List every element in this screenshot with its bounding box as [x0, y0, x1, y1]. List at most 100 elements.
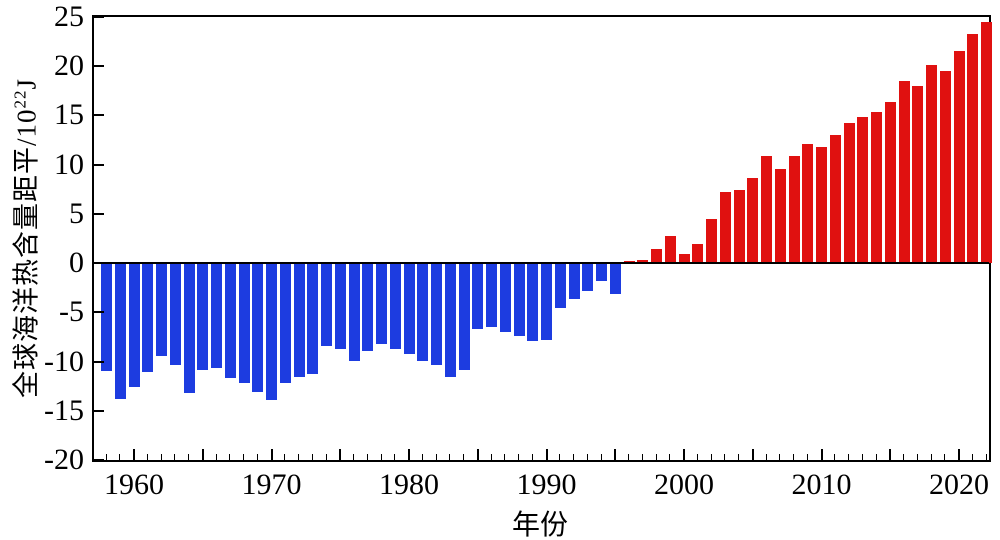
x-minor-tick-2008 — [793, 454, 794, 460]
x-minor-tick-2004 — [738, 454, 739, 460]
bar-1963 — [169, 263, 181, 365]
bar-2012 — [843, 123, 855, 264]
x-major-tick-1970 — [270, 449, 273, 460]
bar-2005 — [747, 178, 759, 264]
y-tick-20 — [94, 65, 104, 68]
x-minor-tick-1981 — [421, 454, 423, 460]
x-minor-tick-1971 — [284, 454, 286, 460]
bar-1988 — [513, 263, 525, 336]
bar-1964 — [183, 263, 195, 394]
bar-1967 — [224, 263, 236, 379]
x-minor-tick-1958 — [105, 454, 107, 460]
x-minor-tick-1977 — [366, 454, 368, 460]
bar-1962 — [156, 263, 167, 356]
y-tick-label--10: -10 — [44, 344, 84, 378]
bar-1982 — [431, 263, 442, 365]
x-major-tick-2000 — [683, 449, 685, 460]
bar-2014 — [871, 111, 882, 264]
y-tick-5 — [94, 212, 104, 215]
x-major-tick-2010 — [820, 449, 823, 460]
bar-1986 — [486, 263, 497, 328]
bar-2021 — [967, 33, 979, 264]
bar-2017 — [912, 85, 924, 264]
bar-1990 — [541, 263, 552, 340]
x-minor-tick-2009 — [806, 454, 808, 460]
x-minor-tick-1962 — [160, 454, 162, 460]
x-minor-tick-1986 — [490, 454, 492, 460]
y-tick--10 — [94, 360, 104, 363]
x-minor-tick-1992 — [573, 454, 574, 460]
bar-2011 — [829, 135, 841, 264]
y-tick-0 — [94, 262, 104, 265]
x-minor-tick-1969 — [256, 454, 258, 460]
x-minor-tick-2006 — [765, 454, 767, 460]
x-minor-tick-1996 — [628, 454, 629, 460]
x-minor-tick-2021 — [971, 454, 973, 460]
y-tick--15 — [94, 409, 104, 412]
bar-2015 — [884, 101, 896, 264]
x-minor-tick-1968 — [243, 454, 244, 460]
x-major-tick-1975 — [339, 449, 342, 460]
x-minor-tick-2019 — [944, 454, 946, 460]
bar-1997 — [637, 260, 649, 264]
bar-1989 — [527, 263, 539, 341]
bar-2019 — [939, 71, 951, 264]
x-minor-tick-2002 — [710, 454, 712, 460]
bar-1965 — [197, 263, 209, 371]
x-minor-tick-1982 — [435, 454, 437, 460]
bar-2007 — [774, 168, 786, 264]
y-tick-15 — [94, 114, 104, 117]
bar-1968 — [238, 263, 250, 384]
x-minor-tick-2016 — [903, 454, 904, 460]
bar-1979 — [389, 263, 401, 349]
y-tick--20 — [94, 459, 104, 461]
bar-1972 — [293, 263, 305, 378]
x-minor-tick-2012 — [848, 454, 849, 460]
x-minor-tick-1974 — [325, 454, 327, 460]
bar-2022 — [981, 21, 992, 264]
bar-1999 — [664, 235, 676, 264]
bar-1978 — [376, 263, 387, 344]
bar-2003 — [719, 192, 731, 264]
bar-2016 — [898, 80, 910, 264]
x-tick-label-2010: 2010 — [791, 468, 852, 501]
x-minor-tick-1984 — [463, 454, 464, 460]
y-tick-label-5: 5 — [69, 196, 84, 230]
y-tick-10 — [94, 163, 104, 166]
x-minor-tick-1976 — [353, 454, 354, 460]
x-minor-tick-1998 — [655, 454, 657, 460]
y-tick-25 — [94, 16, 104, 18]
x-major-tick-1990 — [545, 449, 548, 460]
bar-1974 — [321, 263, 332, 346]
y-tick-label-25: 25 — [54, 0, 84, 33]
x-tick-label-1980: 1980 — [379, 468, 439, 501]
x-tick-label-2000: 2000 — [654, 468, 714, 501]
y-tick-label-15: 15 — [54, 98, 84, 132]
bar-2013 — [857, 117, 869, 264]
x-major-tick-1965 — [201, 449, 204, 460]
x-major-tick-2020 — [958, 449, 960, 460]
x-minor-tick-2011 — [834, 454, 836, 460]
x-minor-tick-1983 — [449, 454, 451, 460]
bar-1992 — [568, 263, 580, 299]
bar-1981 — [417, 263, 429, 361]
bar-2020 — [953, 51, 965, 264]
bar-1985 — [472, 263, 484, 330]
bar-1987 — [499, 263, 511, 333]
x-minor-tick-2022 — [985, 454, 987, 460]
bar-1977 — [362, 263, 374, 351]
x-major-tick-2015 — [889, 449, 892, 460]
zero-baseline — [94, 262, 989, 265]
x-minor-tick-1987 — [504, 454, 506, 460]
bar-1976 — [348, 263, 360, 361]
bar-2001 — [692, 244, 704, 264]
x-minor-tick-1989 — [531, 454, 533, 460]
y-tick-label--20: -20 — [44, 443, 84, 476]
x-minor-tick-2018 — [930, 454, 932, 460]
x-tick-label-1970: 1970 — [241, 468, 302, 501]
bar-1958 — [101, 263, 112, 372]
bar-1969 — [252, 263, 264, 393]
bar-1975 — [334, 263, 346, 349]
x-minor-tick-1972 — [298, 454, 299, 460]
